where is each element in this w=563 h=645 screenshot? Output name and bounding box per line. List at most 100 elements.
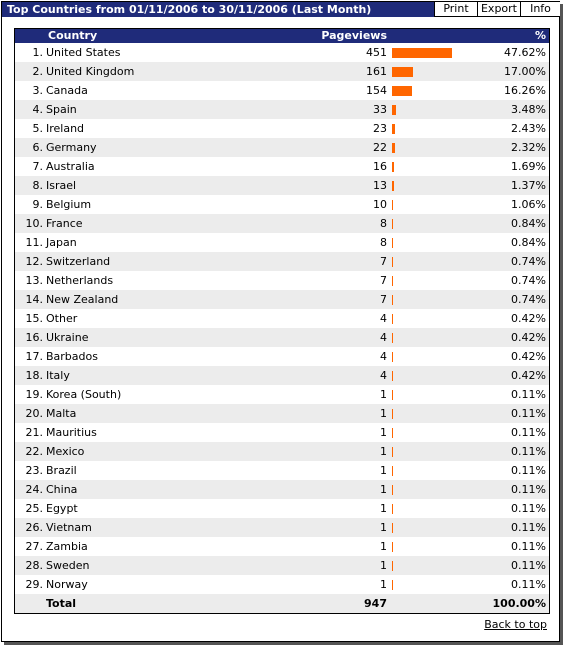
pageviews-bar [392, 542, 393, 552]
total-row: Total 947 100.00% [15, 594, 549, 613]
pageviews-bar [392, 504, 393, 514]
pageviews-cell: 7 [296, 271, 391, 290]
bar-cell [391, 480, 491, 499]
bar-cell [391, 347, 491, 366]
rank-cell: 25. [15, 499, 46, 518]
percent-cell: 0.11% [491, 499, 549, 518]
rank-cell: 17. [15, 347, 46, 366]
country-cell: Spain [46, 100, 296, 119]
bar-cell [391, 271, 491, 290]
print-button[interactable]: Print [434, 2, 477, 17]
bar-cell [391, 62, 491, 81]
pageviews-bar [392, 523, 393, 533]
country-cell: Brazil [46, 461, 296, 480]
rank-cell: 14. [15, 290, 46, 309]
country-column-header: Country [46, 29, 296, 43]
percent-cell: 0.11% [491, 404, 549, 423]
rank-header [15, 29, 46, 43]
bar-cell [391, 366, 491, 385]
percent-cell: 0.84% [491, 214, 549, 233]
rank-cell: 18. [15, 366, 46, 385]
rank-cell: 20. [15, 404, 46, 423]
bar-cell [391, 537, 491, 556]
title-bar: Top Countries from 01/11/2006 to 30/11/2… [2, 2, 560, 17]
rank-cell: 2. [15, 62, 46, 81]
pageviews-bar [392, 238, 393, 248]
bar-cell [391, 518, 491, 537]
bar-cell [391, 575, 491, 594]
country-cell: Italy [46, 366, 296, 385]
table-row: 22. Mexico 1 0.11% [15, 442, 549, 461]
country-cell: Japan [46, 233, 296, 252]
percent-cell: 0.11% [491, 461, 549, 480]
pageviews-cell: 1 [296, 556, 391, 575]
table-row: 2. United Kingdom 161 17.00% [15, 62, 549, 81]
percent-cell: 2.32% [491, 138, 549, 157]
bar-cell [391, 556, 491, 575]
country-cell: United Kingdom [46, 62, 296, 81]
pageviews-bar [392, 485, 393, 495]
bar-cell [391, 195, 491, 214]
percent-cell: 0.42% [491, 347, 549, 366]
pageviews-bar [392, 428, 393, 438]
table-row: 28. Sweden 1 0.11% [15, 556, 549, 575]
bar-cell [391, 328, 491, 347]
country-cell: Mexico [46, 442, 296, 461]
percent-cell: 0.11% [491, 537, 549, 556]
percent-cell: 0.42% [491, 309, 549, 328]
percent-cell: 0.74% [491, 290, 549, 309]
table-row: 4. Spain 33 3.48% [15, 100, 549, 119]
country-cell: Vietnam [46, 518, 296, 537]
pageviews-cell: 161 [296, 62, 391, 81]
pageviews-cell: 23 [296, 119, 391, 138]
info-button[interactable]: Info [520, 2, 560, 17]
percent-cell: 0.84% [491, 233, 549, 252]
pageviews-cell: 1 [296, 423, 391, 442]
countries-table: Country Pageviews % 1. United States 451 47… [15, 29, 549, 613]
pageviews-bar [392, 162, 394, 172]
bar-cell [391, 290, 491, 309]
country-cell: Barbados [46, 347, 296, 366]
countries-table-panel: Country Pageviews % 1. United States 451 47… [14, 28, 550, 614]
percent-cell: 1.69% [491, 157, 549, 176]
pageviews-cell: 8 [296, 233, 391, 252]
percent-cell: 0.42% [491, 328, 549, 347]
percent-cell: 16.26% [491, 81, 549, 100]
pageviews-cell: 33 [296, 100, 391, 119]
country-cell: Canada [46, 81, 296, 100]
percent-cell: 0.11% [491, 556, 549, 575]
country-cell: Norway [46, 575, 296, 594]
pageviews-bar [392, 561, 393, 571]
report-title: Top Countries from 01/11/2006 to 30/11/2… [7, 3, 372, 16]
pageviews-bar [392, 580, 393, 590]
table-row: 20. Malta 1 0.11% [15, 404, 549, 423]
pageviews-bar [392, 314, 393, 324]
rank-cell: 24. [15, 480, 46, 499]
table-row: 15. Other 4 0.42% [15, 309, 549, 328]
pageviews-bar [392, 143, 395, 153]
pageviews-bar [392, 390, 393, 400]
back-to-top-link[interactable]: Back to top [484, 618, 547, 631]
pageviews-bar [392, 371, 393, 381]
pageviews-bar [392, 86, 412, 96]
pageviews-cell: 4 [296, 328, 391, 347]
percent-cell: 0.74% [491, 271, 549, 290]
export-button[interactable]: Export [477, 2, 520, 17]
percent-cell: 0.74% [491, 252, 549, 271]
pageviews-cell: 22 [296, 138, 391, 157]
table-row: 18. Italy 4 0.42% [15, 366, 549, 385]
percent-cell: 17.00% [491, 62, 549, 81]
bar-cell [391, 81, 491, 100]
country-cell: Netherlands [46, 271, 296, 290]
pageviews-bar [392, 257, 393, 267]
table-row: 10. France 8 0.84% [15, 214, 549, 233]
pageviews-bar [392, 105, 396, 115]
table-row: 9. Belgium 10 1.06% [15, 195, 549, 214]
bar-cell [391, 442, 491, 461]
bar-cell [391, 43, 491, 62]
table-row: 23. Brazil 1 0.11% [15, 461, 549, 480]
pageviews-cell: 451 [296, 43, 391, 62]
pageviews-cell: 1 [296, 442, 391, 461]
country-cell: United States [46, 43, 296, 62]
